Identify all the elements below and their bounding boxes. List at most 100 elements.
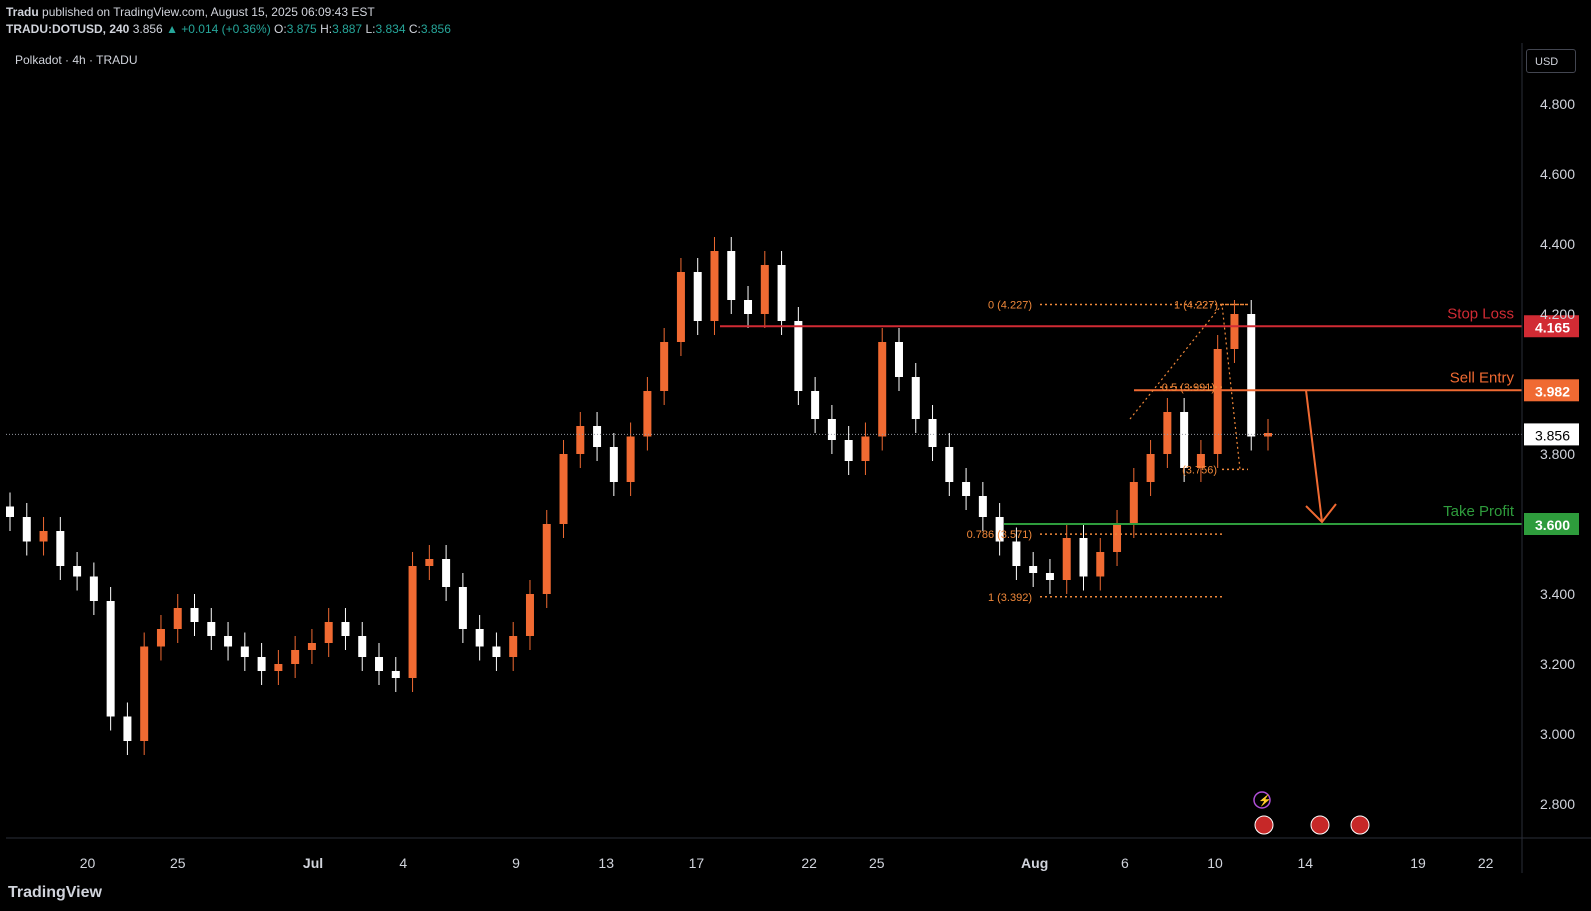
symbol-name[interactable]: TRADU:DOTUSD, 240 bbox=[6, 22, 130, 36]
fib-layer: 0 (4.227) 1 (4.227) 0.5 (3.991) (3.756) 0.78… bbox=[967, 300, 1248, 604]
high-label: H: bbox=[320, 22, 333, 36]
open-label: O: bbox=[274, 22, 287, 36]
candle-body bbox=[525, 594, 534, 636]
y-tick-label: 4.600 bbox=[1540, 166, 1575, 182]
current-price-badge bbox=[1524, 423, 1579, 446]
candle-body bbox=[878, 342, 887, 437]
y-tick-label: 4.800 bbox=[1540, 96, 1575, 112]
candle-body bbox=[1045, 573, 1054, 580]
lightning-event-icon[interactable] bbox=[1253, 791, 1271, 809]
candle-body bbox=[945, 447, 954, 482]
tradingview-logo[interactable]: TradingView bbox=[8, 884, 102, 901]
level-price-badge bbox=[1524, 379, 1579, 402]
fib-level-label: 0.786 (3.571) bbox=[967, 529, 1032, 541]
candle-body bbox=[1196, 454, 1205, 468]
x-tick-label: 4 bbox=[399, 855, 407, 871]
level-price-badge bbox=[1524, 315, 1579, 338]
candle-body bbox=[73, 566, 82, 577]
us-flag-event-icon[interactable] bbox=[1254, 815, 1274, 835]
candle-body bbox=[760, 265, 769, 314]
x-tick-label: 14 bbox=[1297, 855, 1313, 871]
price-axis[interactable]: 4.800 4.600 4.400 4.200 3.800 3.400 3.200 3.000… bbox=[1540, 96, 1575, 812]
y-tick-label: 3.000 bbox=[1540, 726, 1575, 742]
candles-layer bbox=[6, 237, 1272, 755]
us-flag-event-icon[interactable] bbox=[1310, 815, 1330, 835]
candle-body bbox=[6, 506, 14, 517]
candle-body bbox=[576, 426, 585, 454]
time-axis[interactable]: 2025Jul4913172225Aug61014192227 bbox=[80, 855, 1591, 871]
last-price: 3.856 bbox=[132, 22, 163, 36]
candle-body bbox=[375, 657, 384, 671]
candle-body bbox=[861, 436, 870, 461]
candle-body bbox=[676, 272, 685, 342]
candle-body bbox=[190, 608, 199, 622]
candle-body bbox=[324, 622, 333, 643]
candle-body bbox=[593, 426, 602, 447]
candle-body bbox=[1247, 314, 1256, 437]
candle-body bbox=[1163, 412, 1172, 454]
level-price-label: 3.982 bbox=[1535, 383, 1570, 399]
x-tick-label: 22 bbox=[801, 855, 817, 871]
low-value: 3.834 bbox=[375, 22, 406, 36]
candle-body bbox=[1180, 412, 1189, 468]
x-tick-label: 20 bbox=[80, 855, 96, 871]
candle-body bbox=[1213, 349, 1222, 454]
candle-body bbox=[1062, 538, 1071, 580]
candle-body bbox=[291, 650, 300, 664]
candle-body bbox=[240, 646, 249, 657]
candle-body bbox=[1079, 538, 1088, 577]
candle-body bbox=[626, 436, 635, 482]
published-text: published on TradingView.com, August 15,… bbox=[42, 5, 375, 19]
candle-body bbox=[995, 517, 1004, 542]
events-layer: ⚡ bbox=[1253, 791, 1370, 835]
candle-body bbox=[442, 559, 451, 587]
candle-body bbox=[693, 272, 702, 321]
candle-body bbox=[408, 566, 417, 678]
chart-background bbox=[6, 43, 1522, 873]
candle-body bbox=[509, 636, 518, 657]
high-value: 3.887 bbox=[332, 22, 363, 36]
ohlc-line: TRADU:DOTUSD, 240 3.856 ▲ +0.014 (+0.36%… bbox=[6, 21, 451, 38]
x-tick-label: 25 bbox=[170, 855, 186, 871]
projection-arrow[interactable] bbox=[1305, 390, 1323, 523]
fib-trend-line[interactable] bbox=[1129, 303, 1241, 470]
chart-header: Tradu published on TradingView.com, Augu… bbox=[6, 4, 451, 38]
candle-body bbox=[1129, 482, 1138, 524]
currency-selector[interactable]: USD bbox=[1526, 49, 1576, 73]
candle-body bbox=[844, 440, 853, 461]
candle-body bbox=[928, 419, 937, 447]
fib-level-label: 1 (3.392) bbox=[988, 592, 1032, 604]
candle-body bbox=[89, 576, 98, 601]
level-name-label: Stop Loss bbox=[1447, 305, 1514, 322]
publisher-name[interactable]: Tradu bbox=[6, 5, 39, 19]
x-tick-label: 13 bbox=[598, 855, 614, 871]
candle-body bbox=[106, 601, 115, 717]
candle-body bbox=[123, 716, 132, 741]
x-tick-label: 22 bbox=[1478, 855, 1494, 871]
y-tick-label: 4.200 bbox=[1540, 306, 1575, 322]
x-tick-label: 17 bbox=[689, 855, 705, 871]
candle-body bbox=[492, 646, 501, 657]
candle-body bbox=[475, 629, 484, 647]
candle-body bbox=[140, 646, 149, 741]
level-price-badge bbox=[1524, 513, 1579, 535]
fib-level-label: 1 (4.227) bbox=[1174, 300, 1218, 312]
candle-body bbox=[1029, 566, 1038, 573]
level-price-label: 3.600 bbox=[1535, 517, 1570, 533]
close-label: C: bbox=[408, 22, 421, 36]
candle-body bbox=[911, 377, 920, 419]
candle-body bbox=[1113, 524, 1122, 552]
x-tick-label: 9 bbox=[512, 855, 520, 871]
candle-body bbox=[794, 321, 803, 391]
candle-body bbox=[777, 265, 786, 321]
candle-body bbox=[458, 587, 467, 629]
candle-body bbox=[207, 622, 216, 636]
us-flag-event-icon[interactable] bbox=[1350, 815, 1370, 835]
candle-body bbox=[727, 251, 736, 300]
candle-body bbox=[1230, 314, 1239, 349]
candle-body bbox=[978, 496, 987, 517]
candle-body bbox=[894, 342, 903, 377]
candle-body bbox=[1096, 552, 1105, 577]
candle-body bbox=[56, 531, 65, 566]
